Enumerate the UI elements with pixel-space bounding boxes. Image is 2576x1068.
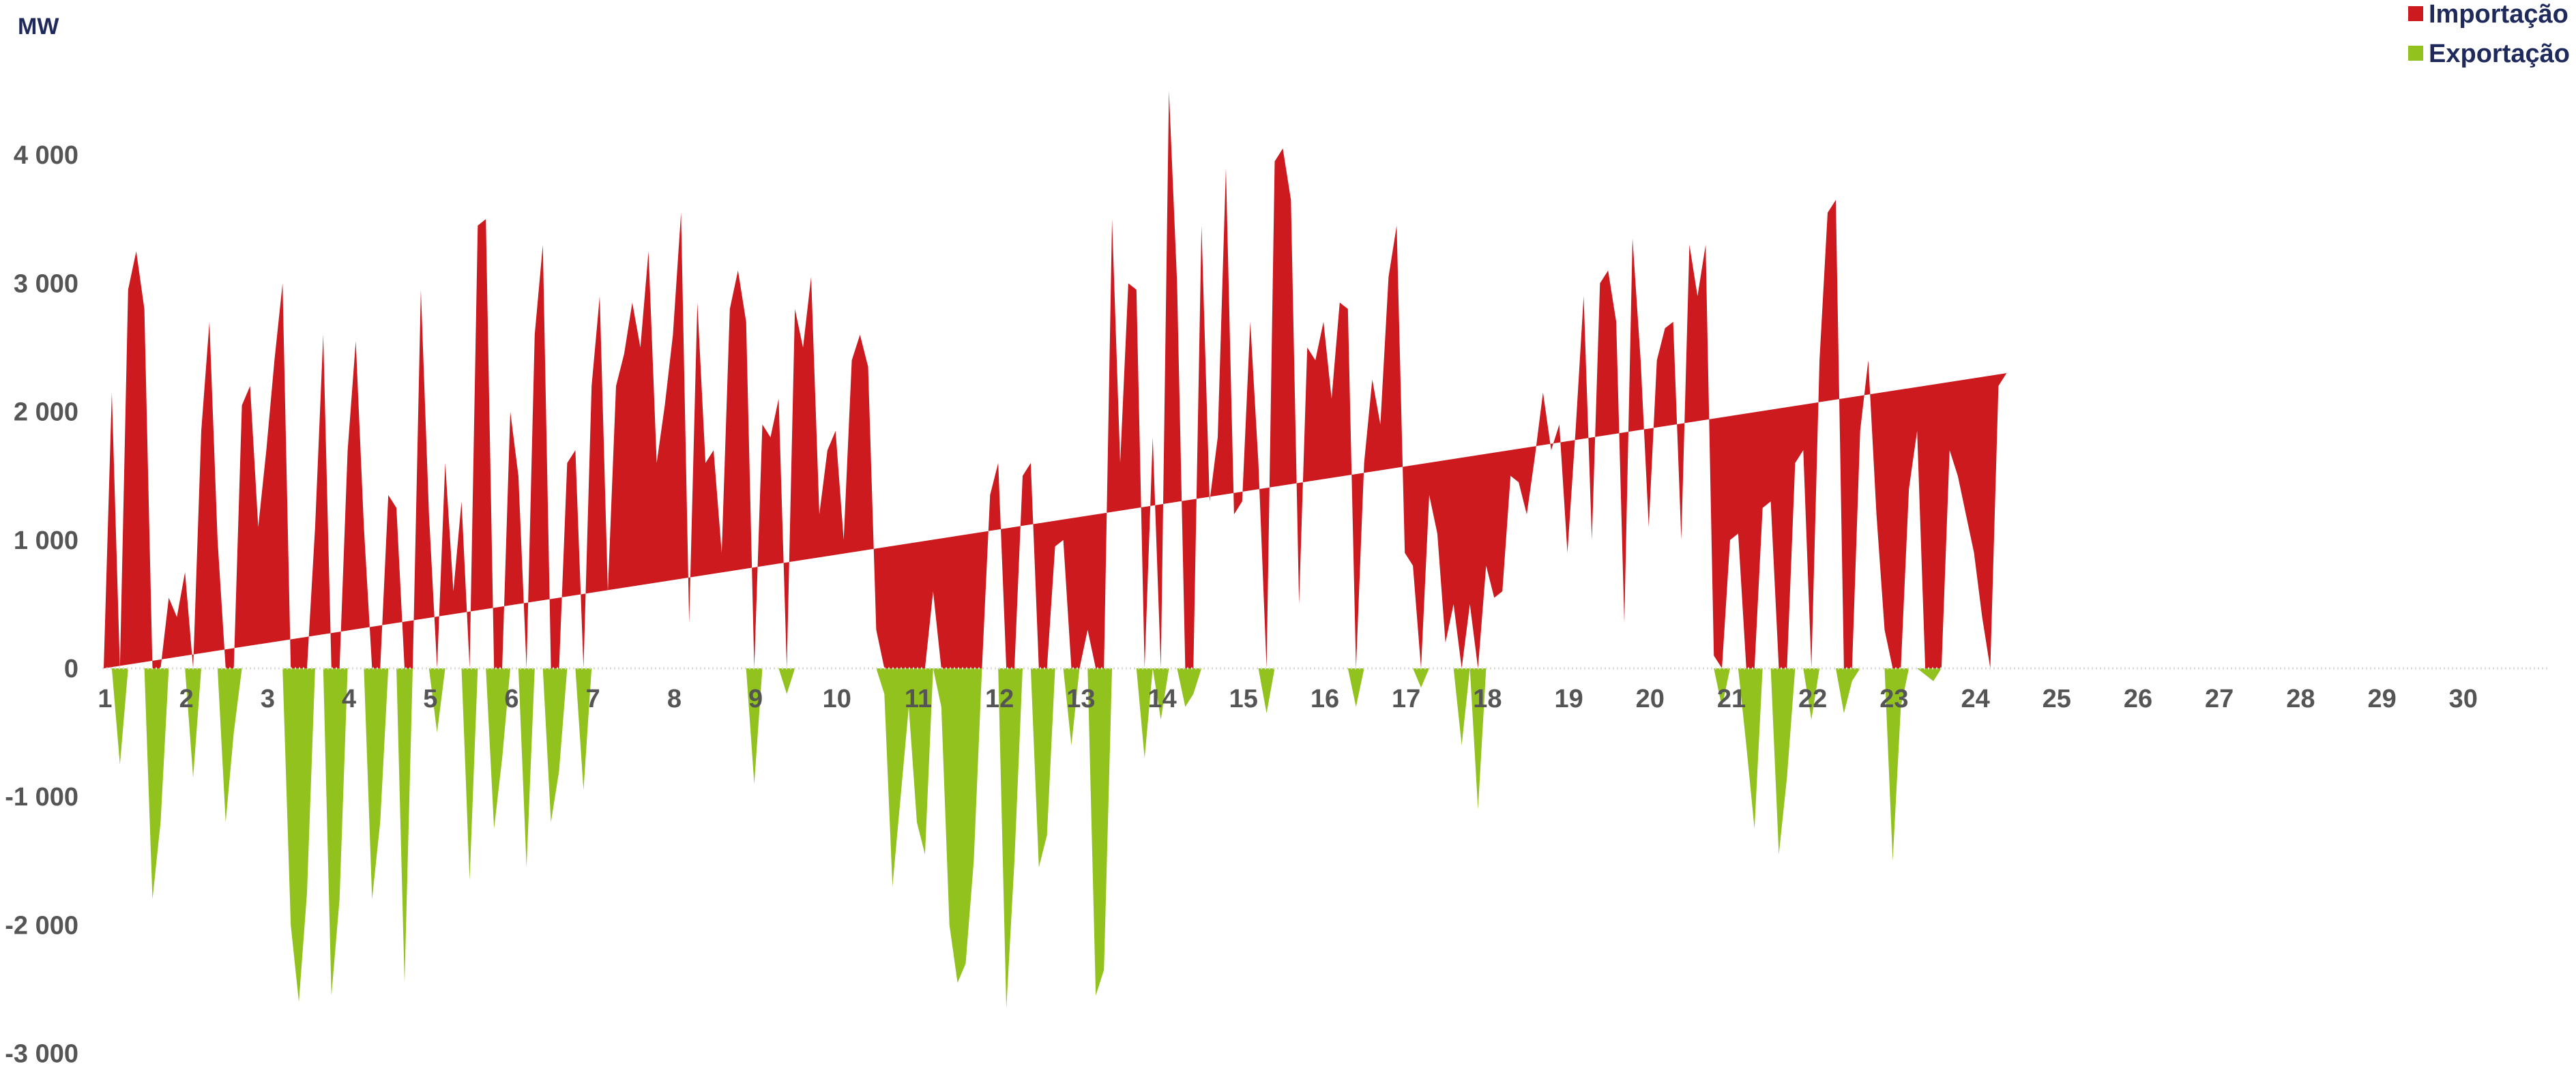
x-tick-label: 19 (1554, 685, 1583, 713)
x-tick-label: 29 (2367, 685, 2396, 713)
x-tick-label: 26 (2124, 685, 2152, 713)
x-tick-label: 28 (2286, 685, 2315, 713)
x-tick-label: 23 (1879, 685, 1908, 713)
x-tick-label: 14 (1147, 685, 1176, 713)
x-tick-label: 8 (667, 685, 682, 713)
x-tick-label: 16 (1311, 685, 1339, 713)
legend: Importação Exportação (2408, 0, 2570, 68)
x-tick-label: 15 (1229, 685, 1258, 713)
x-tick-label: 18 (1473, 685, 1502, 713)
y-tick-label: 3 000 (14, 269, 78, 298)
y-axis-unit-label: MW (18, 14, 59, 40)
legend-marker-exportacao (2408, 46, 2423, 61)
series-area-importacao (104, 91, 2007, 669)
x-tick-label: 25 (2043, 685, 2071, 713)
x-axis-ticks: 1 2 3 4 5 6 7 8 9 10 11 12 13 14 15 16 17 18 19 20 21 22 23 24 2… (98, 685, 2478, 713)
y-tick-label: -2 000 (5, 911, 78, 940)
x-tick-label: 11 (905, 685, 932, 713)
x-tick-label: 3 (261, 685, 275, 713)
x-tick-label: 2 (179, 685, 194, 713)
x-tick-label: 27 (2205, 685, 2234, 713)
x-tick-label: 7 (586, 685, 600, 713)
x-tick-label: 10 (823, 685, 851, 713)
y-tick-label: 1 000 (14, 526, 78, 555)
legend-label-exportacao: Exportação (2429, 40, 2570, 68)
y-tick-label: 2 000 (14, 398, 78, 427)
y-tick-label: -3 000 (5, 1040, 78, 1068)
x-tick-label: 1 (98, 685, 112, 713)
x-tick-label: 21 (1717, 685, 1746, 713)
series-area-exportacao (104, 668, 2007, 1009)
x-tick-label: 30 (2449, 685, 2478, 713)
y-tick-label: -1 000 (5, 783, 78, 812)
x-tick-label: 12 (985, 685, 1014, 713)
x-tick-label: 22 (1798, 685, 1827, 713)
x-tick-label: 5 (423, 685, 437, 713)
x-tick-label: 13 (1066, 685, 1095, 713)
legend-label-importacao: Importação (2429, 0, 2568, 29)
x-tick-label: 9 (748, 685, 763, 713)
y-tick-label: 0 (64, 655, 78, 683)
x-tick-label: 24 (1961, 685, 1989, 713)
plot-area (104, 91, 2007, 1009)
legend-marker-importacao (2408, 6, 2423, 21)
x-tick-label: 6 (504, 685, 518, 713)
x-tick-label: 20 (1636, 685, 1665, 713)
y-tick-label: 4 000 (14, 141, 78, 170)
x-tick-label: 4 (342, 685, 356, 713)
y-axis-ticks: 4 000 3 000 2 000 1 000 0 -1 000 -2 000 -3 000 (5, 141, 78, 1068)
x-tick-label: 17 (1392, 685, 1420, 713)
